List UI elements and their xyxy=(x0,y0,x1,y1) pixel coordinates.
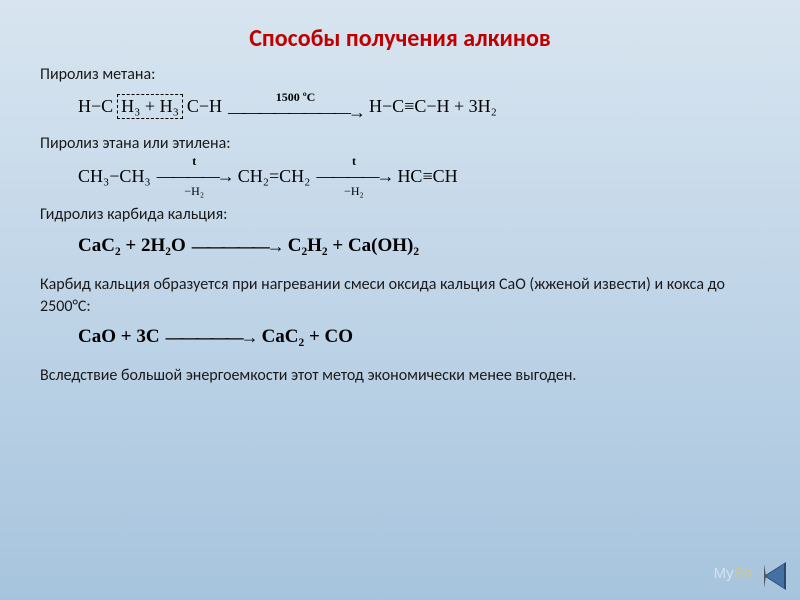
reaction-arrow-icon: —————→ xyxy=(164,328,258,346)
reaction-arrow-icon: —————→ xyxy=(190,237,284,255)
reactant-methane-suffix: C−H xyxy=(187,96,222,117)
reaction-ethane: CH₃−CH₃ t ————→ −H₂ CH₂=CH₂ t ————→ −H₂ … xyxy=(76,155,760,197)
reactant-ethane-1: CH₃−CH₃ xyxy=(78,166,151,187)
section-hydrolysis: Гидролиз карбида кальция: xyxy=(40,205,760,224)
product-methane: H−C≡C−H + 3H₂ xyxy=(369,96,497,117)
product-carbide-hydrolysis: C₂H₂ + Ca(OH)₂ xyxy=(288,235,419,257)
watermark: MySh xyxy=(714,565,752,582)
arrow-line: ————→ xyxy=(157,167,232,185)
paragraph-carbide-formation: Карбид кальция образуется при нагревании… xyxy=(40,274,760,317)
reactant-carbide-hydrolysis: CaC₂ + 2H₂O xyxy=(78,235,186,257)
reaction-arrow-icon: t ————→ −H₂ xyxy=(314,155,393,197)
paragraph-conclusion: Вследствие большой энергоемкости этот ме… xyxy=(40,365,760,387)
watermark-sh: Sh xyxy=(734,565,752,582)
arrow-condition-bottom: −H₂ xyxy=(184,185,204,197)
reactant-methane-prefix: H−C xyxy=(78,96,113,117)
reactant-ethane-2: CH₂=CH₂ xyxy=(238,166,311,187)
watermark-my: My xyxy=(714,565,734,582)
product-carbide-formation: CaC₂ + CO xyxy=(262,326,353,348)
reaction-arrow-icon: 1500 ºC ————————→ xyxy=(226,91,365,121)
reaction-carbide-hydrolysis: CaC₂ + 2H₂O —————→ C₂H₂ + Ca(OH)₂ xyxy=(76,226,760,266)
reaction-methane: H−C H₃ + H₃ C−H 1500 ºC ————————→ H−C≡C−… xyxy=(76,86,760,126)
section-pyrolysis-ethane: Пиролиз этана или этилена: xyxy=(40,134,760,153)
arrow-line: ————→ xyxy=(316,167,391,185)
arrow-line: ————————→ xyxy=(228,103,363,121)
arrow-condition-bottom: −H₂ xyxy=(344,185,364,197)
nav-back-button[interactable] xyxy=(764,564,784,588)
slide-title: Способы получения алкинов xyxy=(40,24,760,53)
reactant-ethane-3: HC≡CH xyxy=(397,166,457,187)
arrow-line: —————→ xyxy=(192,237,282,255)
arrow-line: —————→ xyxy=(166,328,256,346)
reaction-arrow-icon: t ————→ −H₂ xyxy=(155,155,234,197)
reactant-carbide-formation: CaO + 3C xyxy=(78,326,160,348)
reaction-carbide-formation: CaO + 3C —————→ CaC₂ + CO xyxy=(76,317,760,357)
section-pyrolysis-methane: Пиролиз метана: xyxy=(40,65,760,84)
dashed-group: H₃ + H₃ xyxy=(117,94,183,119)
